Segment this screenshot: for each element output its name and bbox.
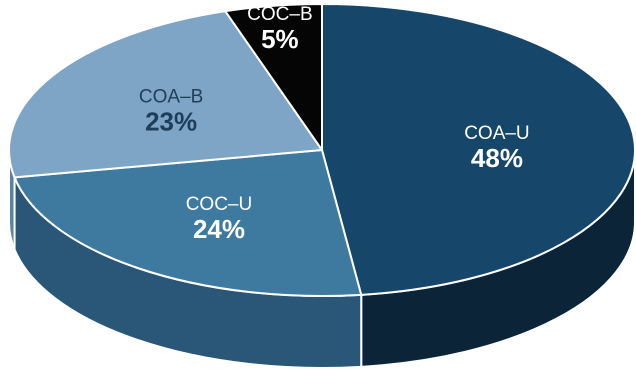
- slice-label-coa-u: COA–U: [464, 123, 529, 144]
- slice-label-coa-b: COA–B: [139, 86, 203, 107]
- slice-value-coc-b: 5%: [261, 24, 299, 54]
- pie-slice-coa-b: [8, 10, 323, 179]
- pie-slice-coa-u: [321, 3, 636, 296]
- pie-slice-coc-u: [13, 149, 363, 297]
- pie-label-layer: COA–U48% COC–U24% COA–B23% COC–B5%: [139, 4, 530, 244]
- slice-value-coa-b: 23%: [145, 106, 197, 136]
- slice-label-coc-u: COC–U: [186, 194, 253, 215]
- pie-slice-coc-b: [224, 3, 323, 151]
- pie-top-layer: [8, 3, 636, 297]
- slice-label-coc-b: COC–B: [247, 4, 312, 25]
- slice-value-coc-u: 24%: [193, 214, 245, 244]
- slice-value-coa-u: 48%: [471, 143, 523, 173]
